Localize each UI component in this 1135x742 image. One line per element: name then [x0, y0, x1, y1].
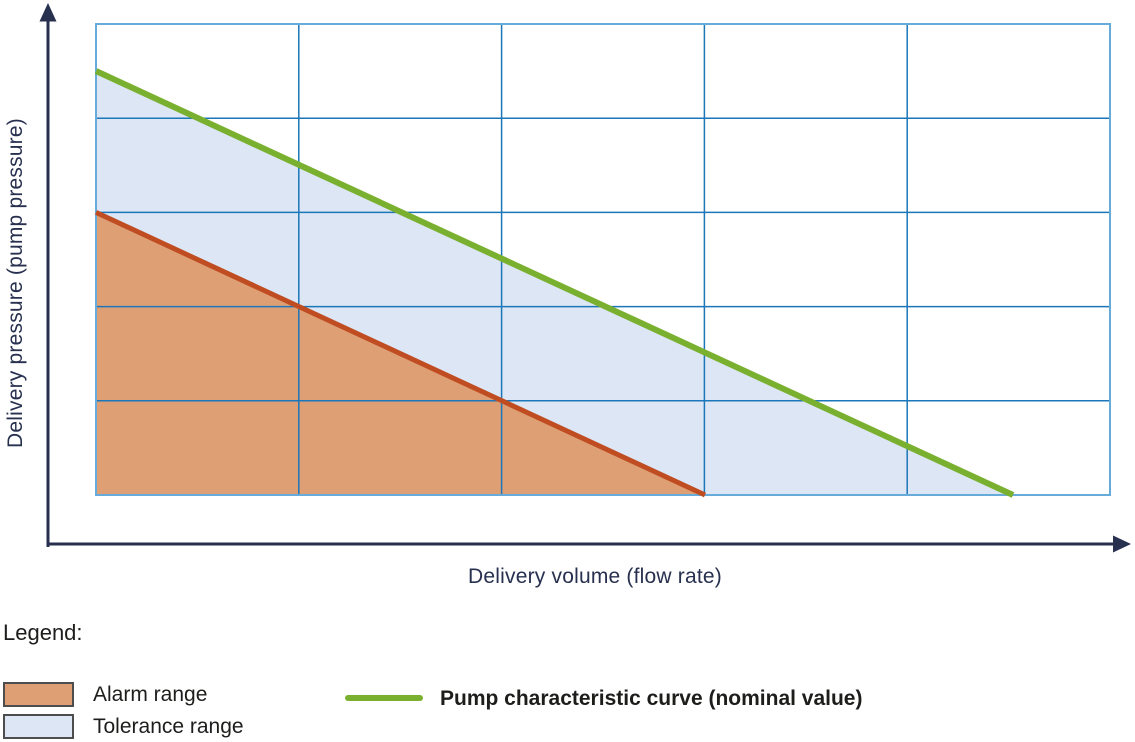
legend-title: Legend: [3, 620, 83, 645]
alarm-range-label: Alarm range [93, 682, 208, 706]
y-axis-label: Delivery pressure (pump pressure) [4, 118, 27, 448]
tolerance-range-label: Tolerance range [93, 714, 244, 738]
tolerance-range-swatch [3, 714, 74, 739]
pump-curve-label: Pump characteristic curve (nominal value… [440, 686, 863, 710]
x-axis-arrow-icon [1113, 535, 1131, 553]
x-axis-label: Delivery volume (flow rate) [468, 565, 722, 588]
plot-border [95, 23, 1111, 496]
y-axis-arrow-icon [39, 3, 57, 22]
alarm-limit-line [94, 210, 707, 498]
pump-curve-chart [39, 3, 1131, 553]
pump-curve-line [94, 68, 1015, 498]
pump-curve-swatch [345, 695, 423, 701]
alarm-range-swatch [3, 682, 74, 707]
